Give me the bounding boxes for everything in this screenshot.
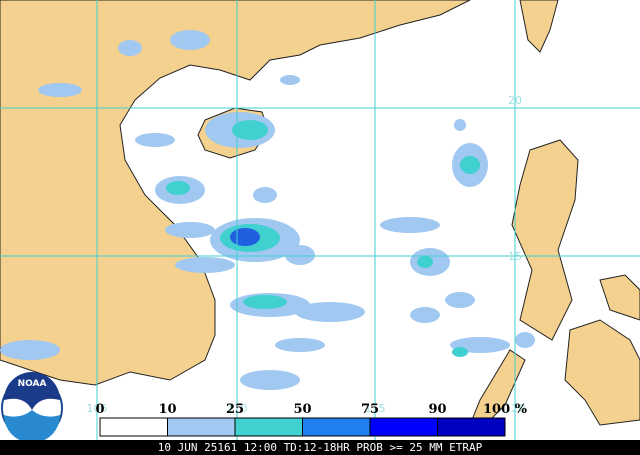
legend-swatch — [369, 417, 438, 437]
lat-label: 15 — [508, 250, 522, 263]
legend-label: 100 % — [483, 402, 528, 417]
legend-label: 50 — [293, 402, 311, 417]
legend-label: 10 — [158, 402, 176, 417]
legend-swatch — [302, 417, 371, 437]
legend-label: 75 — [361, 402, 379, 417]
legend-swatch — [167, 417, 236, 437]
noaa-logo: NOAA — [1, 372, 63, 443]
legend-label: 90 — [428, 402, 446, 417]
grid — [0, 0, 640, 440]
lon-label: 115 — [365, 402, 386, 415]
legend-label: 0 — [95, 402, 104, 417]
legend-label: 25 — [226, 402, 244, 417]
land — [0, 0, 640, 431]
precipitation — [0, 30, 535, 390]
lon-label: 105 — [87, 402, 108, 415]
lon-label: 120 — [505, 402, 526, 415]
legend-swatch — [234, 417, 303, 437]
legend-swatch — [99, 417, 168, 437]
lon-label: 110 — [227, 402, 248, 415]
footer-bar — [0, 440, 640, 455]
legend-swatch — [437, 417, 506, 437]
logo-text: NOAA — [18, 379, 47, 389]
footer-text: 10 JUN 25161 12:00 TD:12-18HR PROB >= 25… — [158, 441, 483, 454]
lat-label: 20 — [508, 94, 522, 107]
